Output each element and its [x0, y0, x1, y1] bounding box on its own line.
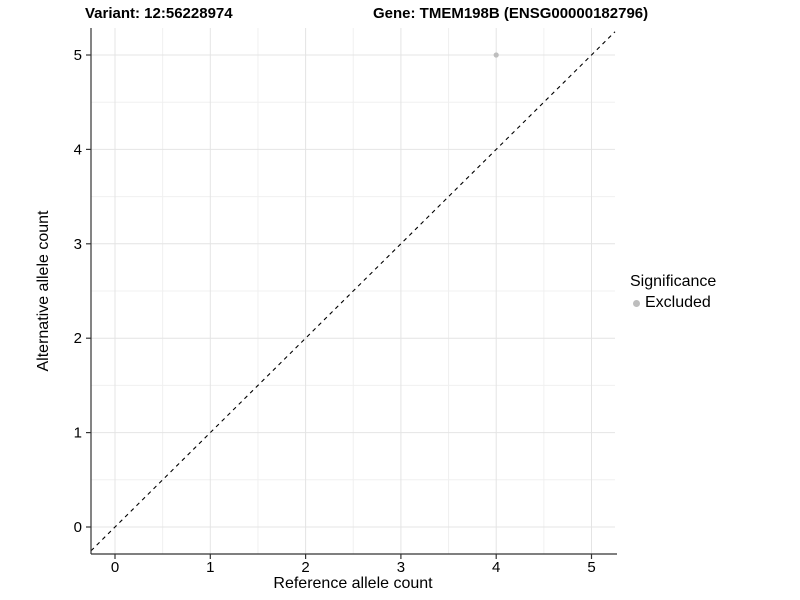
x-tick-label: 2	[301, 559, 309, 576]
excluded-point-icon	[633, 299, 640, 307]
y-tick-label: 5	[74, 47, 82, 64]
y-tick-label: 0	[74, 519, 82, 536]
legend: Significance Excluded	[630, 273, 716, 312]
plot-title-variant: Variant: 12:56228974	[85, 5, 233, 22]
y-tick-label: 1	[74, 425, 82, 442]
x-tick-label: 5	[587, 559, 595, 576]
legend-item-label: Excluded	[645, 294, 711, 311]
x-tick-label: 0	[111, 559, 119, 576]
x-tick-label: 1	[206, 559, 214, 576]
plot-title-gene: Gene: TMEM198B (ENSG00000182796)	[373, 5, 649, 22]
data-point-excluded	[493, 52, 499, 58]
y-tick-label: 3	[74, 236, 82, 253]
x-tick-label: 3	[397, 559, 405, 576]
x-axis-title: Reference allele count	[273, 575, 433, 592]
y-tick-label: 2	[74, 330, 82, 347]
x-tick-label: 4	[492, 559, 500, 576]
legend-item-excluded: Excluded	[630, 294, 716, 312]
y-tick-label: 4	[74, 141, 82, 158]
legend-title: Significance	[630, 273, 717, 290]
y-axis-title: Alternative allele count	[35, 210, 52, 372]
identity-line	[90, 31, 616, 552]
